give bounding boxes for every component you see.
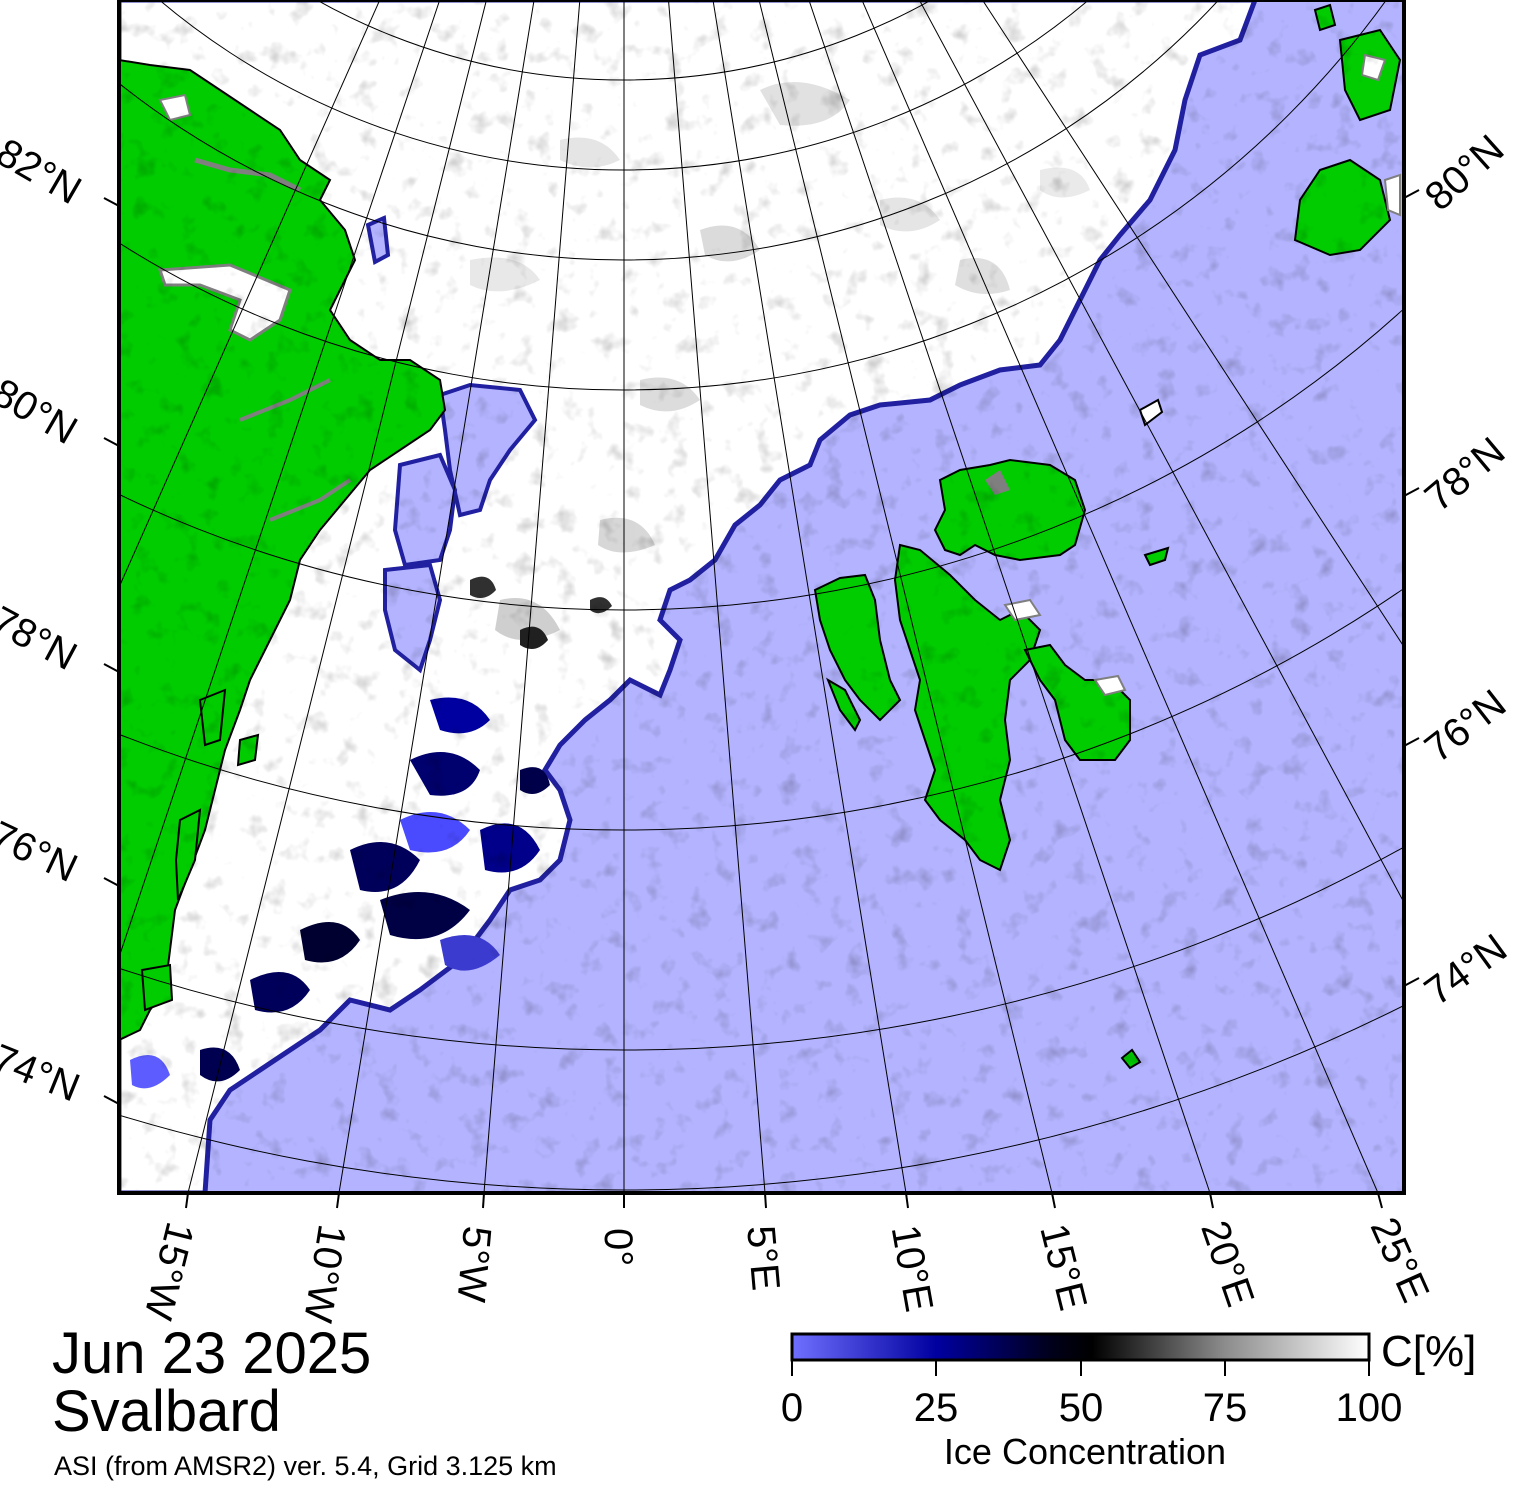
frame-ticks bbox=[103, 189, 1420, 1209]
map-date: Jun 23 2025 bbox=[52, 1321, 372, 1386]
data-source: ASI (from AMSR2) ver. 5.4, Grid 3.125 km bbox=[54, 1451, 557, 1481]
ice-speckle bbox=[119, 0, 1404, 1193]
map-frame bbox=[117, 0, 1406, 1195]
colorbar-unit: C[%] bbox=[1381, 1327, 1477, 1376]
lon-label: 5°W bbox=[448, 1224, 499, 1304]
map-region: Svalbard bbox=[52, 1379, 281, 1444]
colorbar-tick-label: 100 bbox=[1335, 1386, 1403, 1430]
colorbar-ticks bbox=[791, 1360, 1370, 1376]
colorbar-tick-label: 0 bbox=[780, 1386, 804, 1430]
lon-label: 5°E bbox=[738, 1223, 788, 1293]
lon-label: 0° bbox=[596, 1228, 640, 1267]
colorbar-tick-label: 50 bbox=[1058, 1386, 1104, 1430]
meridians bbox=[119, 0, 1404, 1193]
colorbar bbox=[790, 1332, 1371, 1362]
colorbar-tick-label: 75 bbox=[1202, 1386, 1248, 1430]
colorbar-label: Ice Concentration bbox=[943, 1431, 1227, 1472]
colorbar-tick-label: 25 bbox=[913, 1386, 959, 1430]
